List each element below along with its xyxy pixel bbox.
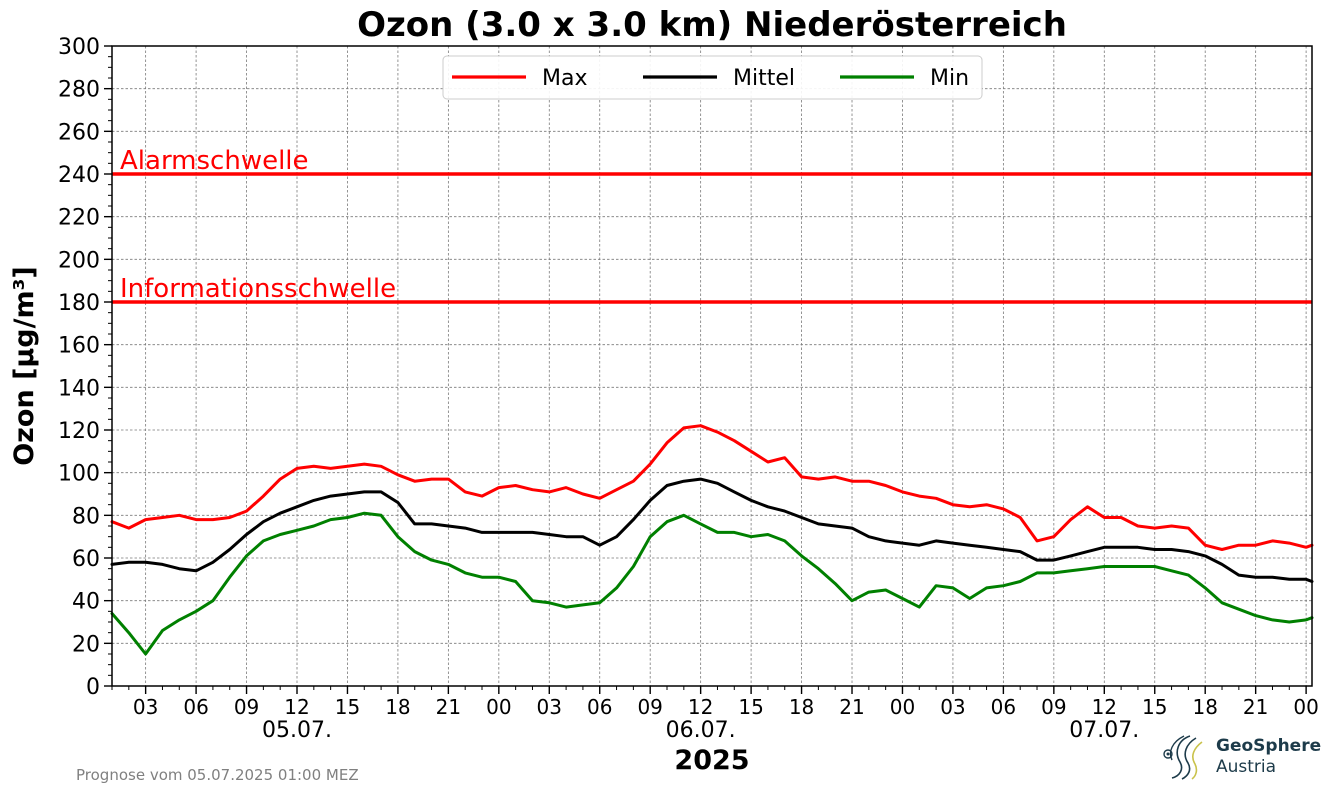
y-axis-label: Ozon [µg/m³] — [9, 266, 40, 466]
y-tick-label: 140 — [58, 376, 100, 401]
date-label: 05.07. — [262, 718, 332, 743]
y-tick-label: 0 — [86, 675, 100, 700]
date-labels: 05.07. 06.07. 07.07. — [262, 718, 1139, 743]
legend-label-mittel: Mittel — [733, 66, 795, 91]
y-tick-label: 200 — [58, 248, 100, 273]
chart-title: Ozon (3.0 x 3.0 km) Niederösterreich — [357, 5, 1067, 45]
x-tick-label: 12 — [284, 695, 309, 719]
x-tick-label: 09 — [637, 695, 662, 719]
y-tick-label: 60 — [72, 547, 100, 572]
axis-ticks — [104, 45, 1307, 694]
geosphere-logo-icon — [1163, 735, 1203, 780]
date-label: 07.07. — [1069, 718, 1139, 743]
y-tick-label: 80 — [72, 504, 100, 529]
plot-frame — [111, 45, 1313, 687]
x-tick-label: 06 — [183, 695, 208, 719]
legend-label-min: Min — [930, 66, 969, 91]
x-tick-labels: 03 06 09 12 15 18 21 00 03 06 09 12 15 18 21 00 03 06 09 12… — [133, 695, 1319, 719]
x-tick-label: 03 — [133, 695, 158, 719]
threshold-label: Alarmschwelle — [120, 146, 309, 176]
threshold-lines: Alarmschwelle Informationsschwelle — [112, 146, 1312, 304]
legend-label-max: Max — [542, 66, 587, 91]
y-tick-label: 100 — [58, 462, 100, 487]
x-tick-label: 09 — [234, 695, 259, 719]
x-tick-label: 12 — [1092, 695, 1117, 719]
logo-subtitle: Austria — [1216, 757, 1277, 777]
y-tick-label: 160 — [58, 334, 100, 359]
date-label: 06.07. — [666, 718, 736, 743]
y-tick-label: 20 — [72, 632, 100, 657]
logo-name: GeoSphere — [1216, 736, 1322, 756]
series-lines — [110, 424, 1314, 656]
x-tick-label: 00 — [1293, 695, 1318, 719]
legend: Max Mittel Min — [442, 55, 983, 100]
x-tick-label: 15 — [1142, 695, 1167, 719]
y-tick-label: 240 — [58, 163, 100, 188]
x-axis-label: 2025 — [674, 745, 749, 776]
x-tick-label: 09 — [1041, 695, 1066, 719]
y-tick-label: 220 — [58, 206, 100, 231]
series-line-max — [110, 424, 1314, 551]
x-tick-label: 18 — [789, 695, 814, 719]
y-tick-label: 180 — [58, 291, 100, 316]
series-line-mittel — [110, 477, 1314, 583]
y-tick-label: 300 — [58, 35, 100, 60]
series-line-min — [110, 511, 1314, 656]
x-tick-label: 06 — [587, 695, 612, 719]
y-tick-label: 280 — [58, 78, 100, 103]
y-tick-label: 120 — [58, 419, 100, 444]
threshold-label: Informationsschwelle — [120, 274, 396, 304]
x-tick-label: 00 — [890, 695, 915, 719]
x-tick-label: 03 — [537, 695, 562, 719]
x-tick-label: 18 — [385, 695, 410, 719]
y-tick-label: 40 — [72, 590, 100, 615]
forecast-note: Prognose vom 05.07.2025 01:00 MEZ — [76, 766, 359, 784]
y-tick-labels: 0 20 40 60 80 100 120 140 160 180 200 220 240 260 280 3… — [58, 35, 100, 700]
x-tick-label: 03 — [940, 695, 965, 719]
y-tick-label: 260 — [58, 120, 100, 145]
geosphere-logo: GeoSphere Austria — [1160, 732, 1322, 782]
x-tick-label: 21 — [436, 695, 461, 719]
x-tick-label: 06 — [991, 695, 1016, 719]
x-tick-label: 21 — [839, 695, 864, 719]
x-tick-label: 21 — [1243, 695, 1268, 719]
x-tick-label: 12 — [688, 695, 713, 719]
grid-lines — [112, 46, 1312, 686]
x-tick-label: 00 — [486, 695, 511, 719]
x-tick-label: 18 — [1192, 695, 1217, 719]
x-tick-label: 15 — [738, 695, 763, 719]
x-tick-label: 15 — [335, 695, 360, 719]
